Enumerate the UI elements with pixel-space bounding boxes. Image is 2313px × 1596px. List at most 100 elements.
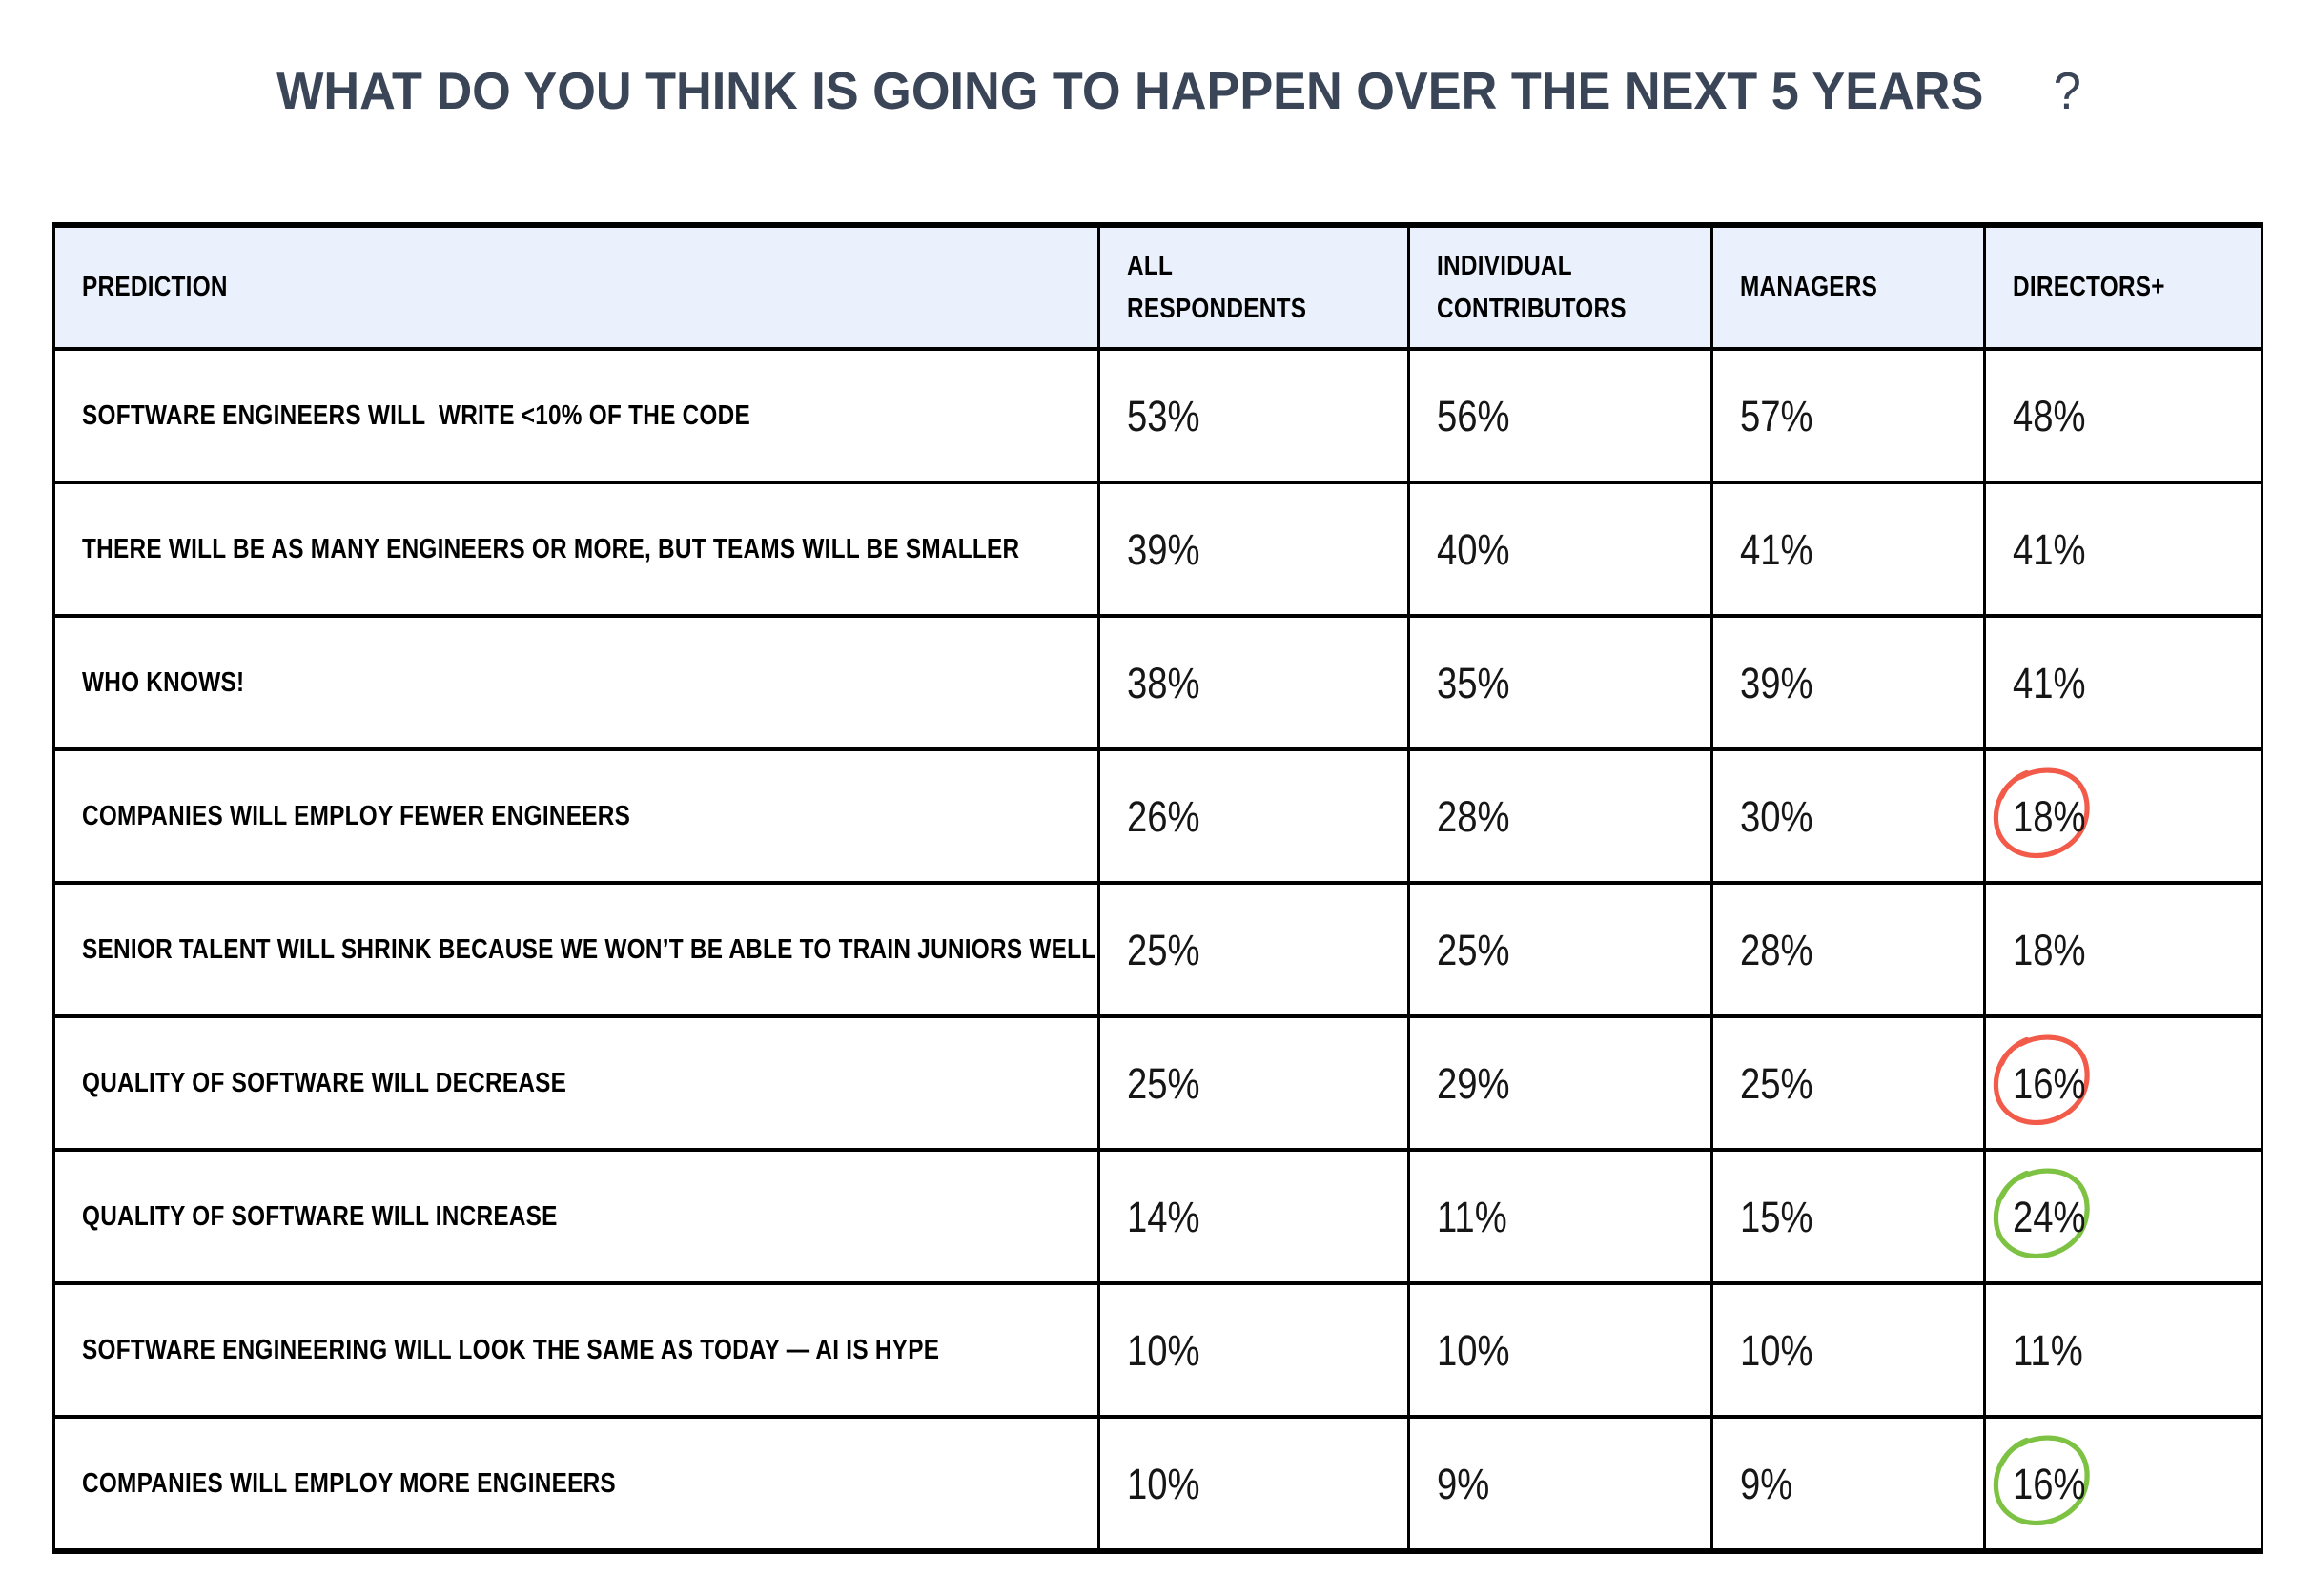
value-cell-individual-contributors: 29% xyxy=(1410,1018,1710,1148)
percentage-value: 26% xyxy=(1127,791,1200,841)
prediction-label: WHO KNOWS! xyxy=(82,666,245,698)
column-header-label: INDIVIDUAL CONTRIBUTORS xyxy=(1437,250,1627,324)
percentage-value: 9% xyxy=(1437,1459,1490,1508)
percentage-value: 41% xyxy=(2013,524,2086,574)
column-header-label: PREDICTION xyxy=(82,272,228,303)
column-header-all-respondents: ALL RESPONDENTS xyxy=(1100,228,1407,347)
value-cell-managers: 57% xyxy=(1713,351,1983,481)
table-row-prediction-software-engineering-will-look-the-same-: SOFTWARE ENGINEERING WILL LOOK THE SAME … xyxy=(55,1285,1097,1415)
value-cell-all-respondents: 14% xyxy=(1100,1152,1407,1281)
value-cell-all-respondents: 38% xyxy=(1100,618,1407,747)
page-title-question-mark: ? xyxy=(2053,61,2081,120)
column-header-label: DIRECTORS+ xyxy=(2013,272,2165,303)
prediction-label: COMPANIES WILL EMPLOY MORE ENGINEERS xyxy=(82,1467,616,1499)
percentage-value: 10% xyxy=(1127,1325,1200,1375)
value-cell-directors: 11% xyxy=(1986,1285,2261,1415)
prediction-label: SOFTWARE ENGINEERS WILL WRITE <10% OF TH… xyxy=(82,399,750,431)
percentage-value: 16% xyxy=(2013,1459,2086,1508)
value-cell-individual-contributors: 9% xyxy=(1410,1419,1710,1548)
percentage-value: 40% xyxy=(1437,524,1510,574)
percentage-value: 25% xyxy=(1437,925,1510,974)
table-row-prediction-there-will-be-as-many-engineers-or-more-: THERE WILL BE AS MANY ENGINEERS OR MORE,… xyxy=(55,484,1097,614)
table-row-prediction-who-knows: WHO KNOWS! xyxy=(55,618,1097,747)
value-cell-directors: 16% xyxy=(1986,1419,2261,1548)
value-cell-all-respondents: 26% xyxy=(1100,751,1407,881)
value-cell-directors: 24% xyxy=(1986,1152,2261,1281)
value-cell-all-respondents: 25% xyxy=(1100,885,1407,1014)
percentage-value: 38% xyxy=(1127,658,1200,707)
prediction-label: QUALITY OF SOFTWARE WILL INCREASE xyxy=(82,1200,558,1232)
value-cell-all-respondents: 25% xyxy=(1100,1018,1407,1148)
value-cell-all-respondents: 53% xyxy=(1100,351,1407,481)
percentage-value: 24% xyxy=(2013,1192,2086,1241)
percentage-value: 25% xyxy=(1740,1058,1813,1108)
table-row-prediction-quality-of-software-will-decrease: QUALITY OF SOFTWARE WILL DECREASE xyxy=(55,1018,1097,1148)
value-cell-all-respondents: 10% xyxy=(1100,1419,1407,1548)
percentage-value: 57% xyxy=(1740,391,1813,440)
page-title: WHAT DO YOU THINK IS GOING TO HAPPEN OVE… xyxy=(0,59,2313,122)
column-header-prediction: PREDICTION xyxy=(55,228,1097,347)
percentage-value: 29% xyxy=(1437,1058,1510,1108)
value-cell-directors: 41% xyxy=(1986,484,2261,614)
percentage-value: 16% xyxy=(2013,1058,2086,1108)
value-cell-managers: 9% xyxy=(1713,1419,1983,1548)
percentage-value: 39% xyxy=(1740,658,1813,707)
percentage-value: 30% xyxy=(1740,791,1813,841)
percentage-value: 18% xyxy=(2013,925,2086,974)
table-row-prediction-companies-will-employ-more-engineers: COMPANIES WILL EMPLOY MORE ENGINEERS xyxy=(55,1419,1097,1548)
predictions-table: PREDICTION ALL RESPONDENTS INDIVIDUAL CONT… xyxy=(52,222,2263,1554)
value-cell-all-respondents: 10% xyxy=(1100,1285,1407,1415)
value-cell-managers: 41% xyxy=(1713,484,1983,614)
prediction-label: SOFTWARE ENGINEERING WILL LOOK THE SAME … xyxy=(82,1334,940,1365)
column-header-label: MANAGERS xyxy=(1740,272,1878,303)
percentage-value: 25% xyxy=(1127,1058,1200,1108)
column-header-managers: MANAGERS xyxy=(1713,228,1983,347)
value-cell-managers: 39% xyxy=(1713,618,1983,747)
percentage-value: 41% xyxy=(2013,658,2086,707)
percentage-value: 9% xyxy=(1740,1459,1793,1508)
value-cell-individual-contributors: 35% xyxy=(1410,618,1710,747)
percentage-value: 28% xyxy=(1437,791,1510,841)
value-cell-directors: 18% xyxy=(1986,751,2261,881)
prediction-label: SENIOR TALENT WILL SHRINK BECAUSE WE WON… xyxy=(82,933,1096,965)
percentage-value: 14% xyxy=(1127,1192,1200,1241)
percentage-value: 11% xyxy=(2013,1325,2083,1375)
column-header-directors: DIRECTORS+ xyxy=(1986,228,2261,347)
column-header-label: ALL RESPONDENTS xyxy=(1127,250,1307,324)
value-cell-individual-contributors: 56% xyxy=(1410,351,1710,481)
value-cell-all-respondents: 39% xyxy=(1100,484,1407,614)
value-cell-individual-contributors: 40% xyxy=(1410,484,1710,614)
prediction-label: THERE WILL BE AS MANY ENGINEERS OR MORE,… xyxy=(82,533,1020,564)
percentage-value: 28% xyxy=(1740,925,1813,974)
value-cell-directors: 48% xyxy=(1986,351,2261,481)
percentage-value: 15% xyxy=(1740,1192,1813,1241)
value-cell-managers: 28% xyxy=(1713,885,1983,1014)
prediction-label: QUALITY OF SOFTWARE WILL DECREASE xyxy=(82,1067,567,1098)
value-cell-managers: 10% xyxy=(1713,1285,1983,1415)
value-cell-managers: 30% xyxy=(1713,751,1983,881)
value-cell-individual-contributors: 11% xyxy=(1410,1152,1710,1281)
value-cell-individual-contributors: 25% xyxy=(1410,885,1710,1014)
table-row-prediction-software-engineers-will-write-10-of-the-: SOFTWARE ENGINEERS WILL WRITE <10% OF TH… xyxy=(55,351,1097,481)
percentage-value: 48% xyxy=(2013,391,2086,440)
value-cell-managers: 25% xyxy=(1713,1018,1983,1148)
percentage-value: 10% xyxy=(1437,1325,1510,1375)
percentage-value: 41% xyxy=(1740,524,1813,574)
value-cell-directors: 16% xyxy=(1986,1018,2261,1148)
table-row-prediction-senior-talent-will-shrink-because-we-won: SENIOR TALENT WILL SHRINK BECAUSE WE WON… xyxy=(55,885,1097,1014)
value-cell-directors: 18% xyxy=(1986,885,2261,1014)
percentage-value: 39% xyxy=(1127,524,1200,574)
percentage-value: 10% xyxy=(1127,1459,1200,1508)
percentage-value: 11% xyxy=(1437,1192,1507,1241)
percentage-value: 56% xyxy=(1437,391,1510,440)
value-cell-individual-contributors: 28% xyxy=(1410,751,1710,881)
percentage-value: 18% xyxy=(2013,791,2086,841)
percentage-value: 25% xyxy=(1127,925,1200,974)
percentage-value: 35% xyxy=(1437,658,1510,707)
page-title-text: WHAT DO YOU THINK IS GOING TO HAPPEN OVE… xyxy=(276,61,1984,120)
prediction-label: COMPANIES WILL EMPLOY FEWER ENGINEERS xyxy=(82,800,631,831)
table-row-prediction-companies-will-employ-fewer-engineers: COMPANIES WILL EMPLOY FEWER ENGINEERS xyxy=(55,751,1097,881)
column-header-individual-contributors: INDIVIDUAL CONTRIBUTORS xyxy=(1410,228,1710,347)
value-cell-managers: 15% xyxy=(1713,1152,1983,1281)
